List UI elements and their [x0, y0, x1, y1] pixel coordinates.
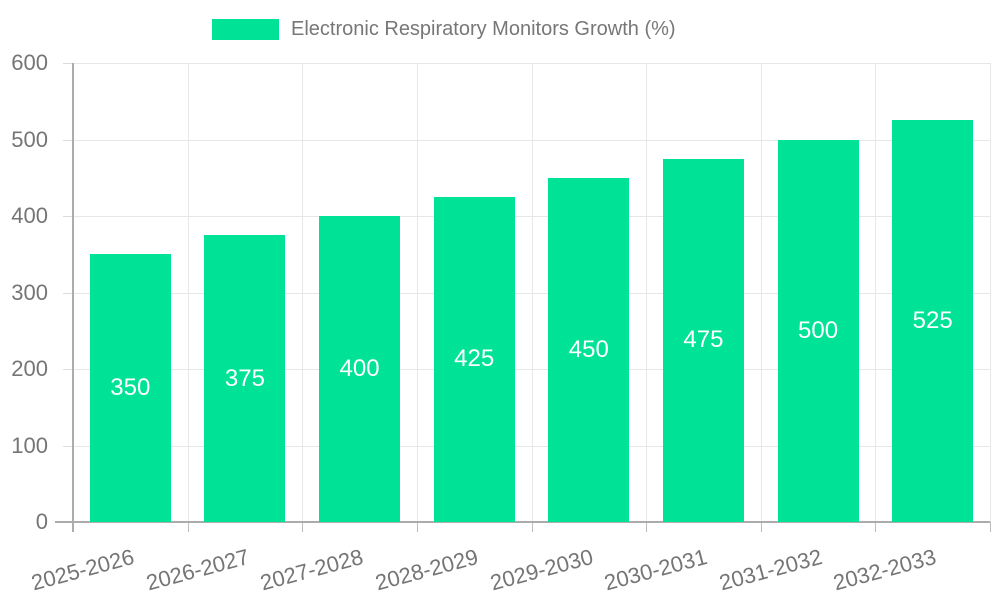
y-axis-tick — [63, 63, 73, 64]
bar-value-label: 350 — [110, 374, 151, 402]
gridline-horizontal — [73, 445, 990, 447]
gridline-vertical — [532, 63, 533, 522]
x-axis-line — [55, 521, 990, 523]
y-tick-label: 600 — [11, 50, 48, 75]
bar[interactable]: 400 — [319, 216, 401, 522]
bar-value-label: 400 — [339, 355, 380, 382]
bar-value-label: 450 — [568, 335, 609, 363]
gridline-vertical — [875, 63, 876, 522]
x-tick-label: 2029-2030 — [487, 544, 596, 596]
bar[interactable]: 350 — [89, 254, 171, 522]
bar-value-label: 475 — [683, 326, 724, 354]
x-axis-tick — [302, 522, 303, 532]
bar[interactable]: 500 — [777, 139, 859, 522]
y-tick-label: 100 — [11, 432, 48, 458]
gridline-vertical — [761, 63, 762, 522]
y-axis-line — [72, 63, 74, 532]
x-tick-label: 2025-2026 — [28, 544, 137, 596]
bar[interactable]: 425 — [433, 196, 515, 522]
bar-value-label: 525 — [912, 307, 953, 335]
y-tick-label: 300 — [11, 279, 48, 305]
y-tick-label: 400 — [11, 203, 48, 228]
x-tick-label: 2032-2033 — [831, 544, 940, 596]
x-tick-label: 2030-2031 — [601, 544, 710, 596]
x-axis-tick — [875, 522, 876, 532]
bar-value-label: 500 — [798, 316, 839, 344]
x-axis-tick — [188, 522, 189, 532]
gridline-vertical — [990, 63, 991, 522]
x-axis-tick — [646, 522, 647, 532]
gridline-horizontal — [73, 369, 990, 370]
bar[interactable]: 475 — [662, 158, 744, 522]
legend-item[interactable]: Electronic Respiratory Monitors Growth (… — [212, 18, 676, 41]
y-tick-label: 200 — [11, 356, 48, 381]
y-axis-tick — [63, 216, 73, 217]
gridline-horizontal — [73, 139, 990, 141]
x-axis-tick — [990, 522, 991, 532]
bar-value-label: 375 — [224, 364, 265, 392]
bar[interactable]: 375 — [204, 235, 286, 522]
y-tick-label: 500 — [11, 126, 48, 152]
bar[interactable]: 450 — [548, 177, 630, 522]
y-axis-tick — [63, 369, 73, 370]
x-axis-tick — [417, 522, 418, 532]
gridline-vertical — [302, 63, 303, 522]
x-tick-label: 2026-2027 — [143, 544, 252, 596]
y-axis-tick — [63, 292, 73, 294]
bar[interactable]: 525 — [892, 120, 974, 522]
y-axis-tick — [63, 139, 73, 141]
x-axis-tick — [532, 522, 533, 532]
y-tick-label: 0 — [35, 509, 48, 534]
gridline-horizontal — [73, 216, 990, 217]
legend-marker — [212, 19, 279, 40]
gridline-horizontal — [73, 292, 990, 294]
bar-value-label: 425 — [454, 345, 495, 373]
x-tick-label: 2031-2032 — [716, 544, 825, 596]
gridline-vertical — [417, 63, 418, 522]
gridline-horizontal — [73, 63, 990, 64]
legend-label: Electronic Respiratory Monitors Growth (… — [291, 18, 676, 40]
x-tick-label: 2027-2028 — [257, 544, 367, 596]
y-axis-tick — [63, 445, 73, 447]
x-tick-label: 2028-2029 — [372, 544, 481, 596]
x-axis-tick — [761, 522, 762, 532]
gridline-vertical — [646, 63, 647, 522]
gridline-vertical — [188, 63, 189, 522]
